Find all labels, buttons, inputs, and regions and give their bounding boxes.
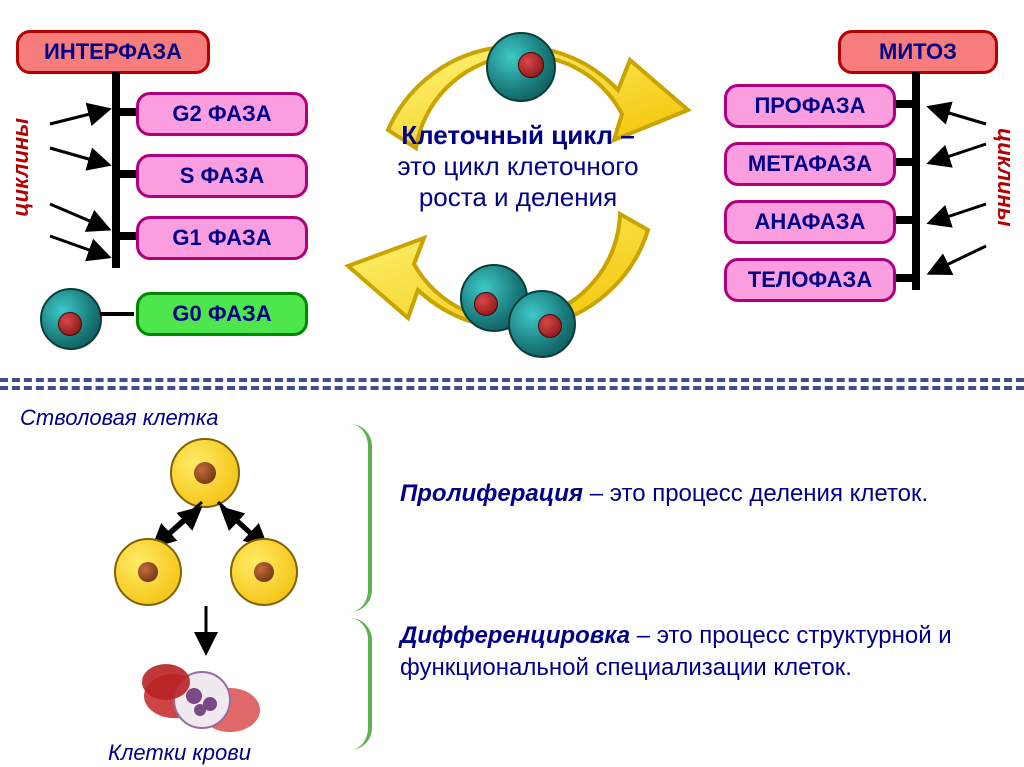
phase-s: S ФАЗА (136, 154, 308, 198)
daughter-cell (114, 538, 182, 606)
phase-g2: G2 ФАЗА (136, 92, 308, 136)
cycle-cell-bottom-b (508, 290, 576, 358)
mitosis-branch (892, 158, 920, 166)
proliferation-text: – это процесс деления клеток. (583, 480, 928, 507)
cycle-def-l1: Клеточный цикл – (401, 120, 635, 150)
mitosis-branch (892, 100, 920, 108)
phase-g0: G0 ФАЗА (136, 292, 308, 336)
nucleus-icon (58, 312, 82, 336)
cycle-def-l3: роста и деления (419, 182, 617, 212)
blood-cells-label: Клетки крови (108, 740, 251, 766)
daughter-cell (230, 538, 298, 606)
phase-telophase: ТЕЛОФАЗА (724, 258, 896, 302)
nucleus-icon (138, 562, 158, 582)
blood-cells-icon (130, 652, 280, 742)
phase-g1: G1 ФАЗА (136, 216, 308, 260)
section-divider (0, 386, 1024, 390)
cyclins-left-label: циклины (8, 118, 34, 217)
interphase-header: ИНТЕРФАЗА (16, 30, 210, 74)
phase-metaphase: МЕТАФАЗА (724, 142, 896, 186)
proliferation-definition: Пролиферация – это процесс деления клето… (400, 478, 960, 510)
nucleus-icon (474, 292, 498, 316)
cell-idle (40, 288, 102, 350)
nucleus-icon (254, 562, 274, 582)
stem-cell-label: Стволовая клетка (20, 405, 218, 431)
section-divider (0, 378, 1024, 382)
mitosis-branch (892, 274, 920, 282)
differentiation-definition: Дифференцировка – это процесс структурно… (400, 620, 990, 685)
cell-to-g0-link (100, 312, 134, 316)
cyclins-left-arrows (42, 96, 112, 276)
cycle-definition: Клеточный цикл – это цикл клеточного рос… (358, 120, 678, 214)
phase-anaphase: АНАФАЗА (724, 200, 896, 244)
mitosis-branch (892, 216, 920, 224)
nucleus-icon (518, 52, 544, 78)
differentiation-term: Дифференцировка (400, 622, 630, 649)
brace-differentiation (334, 618, 372, 750)
cyclins-right-arrows (924, 96, 994, 296)
phase-prophase: ПРОФАЗА (724, 84, 896, 128)
brace-proliferation (334, 424, 372, 612)
nucleus-icon (194, 462, 216, 484)
cycle-def-l2: это цикл клеточного (397, 151, 638, 181)
mitosis-header: МИТОЗ (838, 30, 998, 74)
proliferation-term: Пролиферация (400, 480, 583, 507)
nucleus-icon (538, 314, 562, 338)
cycle-cell-top (486, 32, 556, 102)
cyclins-right-label: циклины (992, 128, 1018, 227)
